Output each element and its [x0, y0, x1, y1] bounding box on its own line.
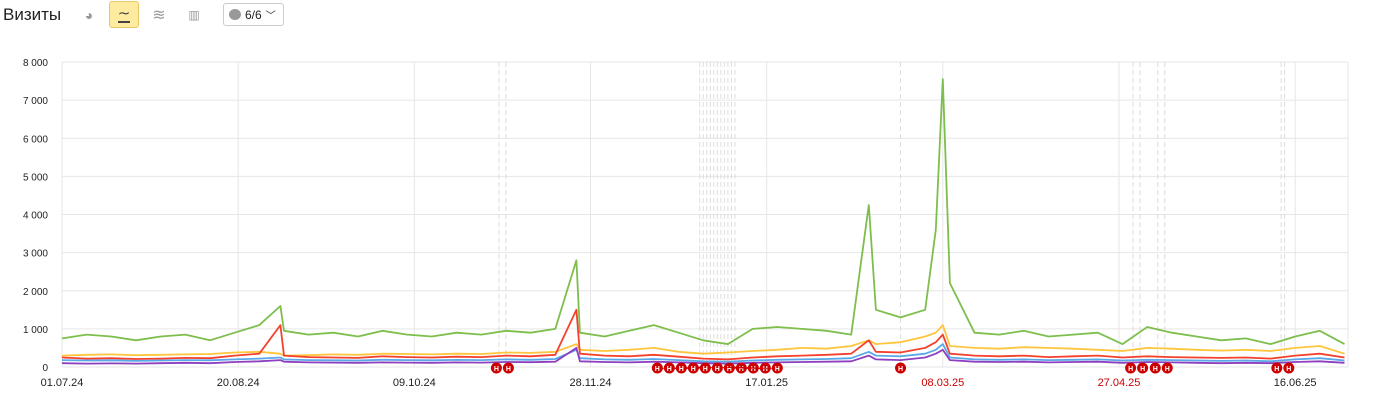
- series-line-3: [61, 308, 1345, 361]
- holiday-marker-bg: [723, 362, 735, 374]
- y-tick-label: 6 000: [23, 134, 48, 145]
- line-chart-button[interactable]: ∼: [109, 1, 139, 28]
- holiday-marker-bg: [490, 362, 502, 374]
- series-selector[interactable]: 6/6 ﹀: [223, 3, 284, 26]
- holiday-marker-bg: [1149, 362, 1161, 374]
- holiday-marker: Н: [1137, 362, 1149, 374]
- bar-chart-button[interactable]: ▥: [179, 1, 209, 28]
- holiday-marker-label: Н: [1153, 366, 1158, 373]
- holiday-marker-bg: [663, 362, 675, 374]
- holiday-marker-bg: [759, 362, 771, 374]
- holiday-marker-bg: [895, 362, 907, 374]
- holiday-marker-label: Н: [751, 366, 756, 373]
- holiday-marker: Н: [502, 362, 514, 374]
- holiday-marker-leader: [734, 366, 778, 370]
- holiday-marker-bg: [1137, 362, 1149, 374]
- holiday-marker-label: Н: [898, 366, 903, 373]
- holiday-marker-label: Н: [727, 366, 732, 373]
- holiday-marker-bg: [1161, 362, 1173, 374]
- holiday-marker-label: Н: [655, 366, 660, 373]
- bar-chart-icon: ▥: [188, 7, 200, 22]
- x-tick-label: 08.03.25: [921, 377, 964, 389]
- holiday-marker-label: Н: [506, 366, 511, 373]
- x-tick-label: 09.10.24: [393, 377, 436, 389]
- series-line-4: [61, 343, 1345, 363]
- y-tick-label: 4 000: [23, 211, 48, 222]
- holiday-marker-label: Н: [1274, 366, 1279, 373]
- holiday-marker-label: Н: [703, 366, 708, 373]
- holiday-marker: Н: [1161, 362, 1173, 374]
- holiday-marker-label: Н: [1128, 366, 1133, 373]
- holiday-marker-bg: [502, 362, 514, 374]
- y-tick-label: 1 000: [23, 325, 48, 336]
- holiday-marker-bg: [699, 362, 711, 374]
- holiday-marker: Н: [1149, 362, 1161, 374]
- holiday-marker-label: Н: [679, 366, 684, 373]
- holiday-marker-bg: [1283, 362, 1295, 374]
- y-tick-label: 5 000: [23, 172, 48, 183]
- x-tick-label: 01.07.24: [41, 377, 84, 389]
- x-tick-label: 16.06.25: [1274, 377, 1317, 389]
- line-chart-icon: ∼: [117, 5, 131, 23]
- x-tick-label: 28.11.24: [569, 377, 611, 389]
- chevron-down-icon: ﹀: [265, 11, 276, 22]
- pie-chart-button[interactable]: ◕: [74, 1, 104, 28]
- holiday-marker-label: Н: [763, 366, 768, 373]
- comment-icon: [229, 9, 241, 20]
- holiday-marker: Н: [895, 362, 907, 374]
- y-tick-label: 0: [42, 363, 48, 374]
- x-tick-label: 20.08.24: [217, 377, 260, 389]
- holiday-marker-label: Н: [667, 366, 672, 373]
- y-tick-label: 7 000: [23, 96, 48, 107]
- holiday-marker-label: Н: [715, 366, 720, 373]
- holiday-marker: Н: [1283, 362, 1295, 374]
- holiday-marker: Н: [490, 362, 502, 374]
- holiday-marker-bg: [1271, 362, 1283, 374]
- y-tick-label: 3 000: [23, 249, 48, 260]
- y-tick-label: 2 000: [23, 287, 48, 298]
- holiday-marker: Н: [1125, 362, 1137, 374]
- holiday-marker-bg: [687, 362, 699, 374]
- y-tick-label: 8 000: [23, 58, 48, 69]
- holiday-marker: Н: [711, 362, 723, 374]
- x-tick-label: 17.01.25: [745, 377, 788, 389]
- chart-title: Визиты: [3, 5, 62, 24]
- holiday-marker-label: Н: [739, 366, 744, 373]
- holiday-marker-bg: [675, 362, 687, 374]
- holiday-marker-label: Н: [691, 366, 696, 373]
- holiday-marker: Н: [1271, 362, 1283, 374]
- holiday-marker-label: Н: [775, 366, 780, 373]
- holiday-marker-bg: [1125, 362, 1137, 374]
- holiday-marker-bg: [651, 362, 663, 374]
- holiday-marker-bg: [711, 362, 723, 374]
- holiday-marker-label: Н: [1140, 366, 1145, 373]
- holiday-marker: Н: [720, 362, 735, 374]
- area-chart-button[interactable]: ≋: [144, 1, 174, 28]
- area-chart-icon: ≋: [152, 6, 166, 24]
- x-tick-label: 27.04.25: [1098, 377, 1141, 389]
- holiday-marker-label: Н: [494, 366, 499, 373]
- holiday-marker: Н: [734, 362, 783, 374]
- holiday-marker-bg: [771, 362, 783, 374]
- series-line-1: [61, 78, 1345, 346]
- series-count: 6/6: [245, 7, 262, 22]
- pie-chart-icon: ◕: [84, 6, 94, 23]
- holiday-marker-label: Н: [1286, 366, 1291, 373]
- series-line-2: [61, 324, 1345, 357]
- holiday-marker-label: Н: [1165, 366, 1170, 373]
